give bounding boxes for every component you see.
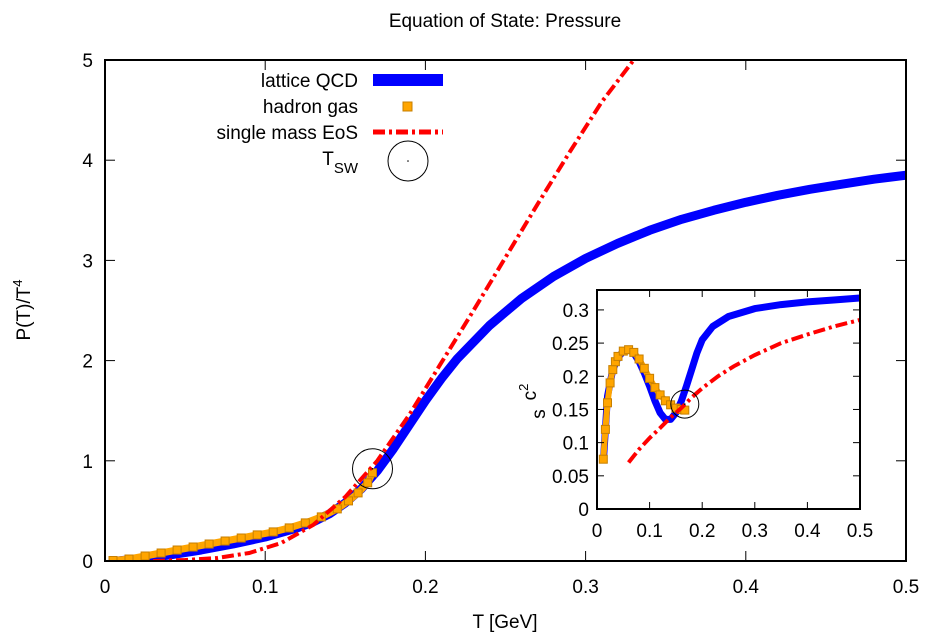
legend-swatch-lattice-qcd bbox=[373, 74, 443, 86]
legend-swatch-hadron-gas bbox=[402, 101, 413, 112]
inset-hadron-gas-point bbox=[608, 365, 618, 375]
main-plot-frame bbox=[104, 59, 907, 562]
main-hadron-gas-point bbox=[220, 536, 230, 546]
inset-y-tick-label: 0.25 bbox=[552, 334, 589, 355]
main-hadron-gas-point bbox=[188, 542, 198, 552]
legend-label-1: hadron gas bbox=[263, 97, 358, 118]
main-y-tick-label: 4 bbox=[82, 151, 93, 172]
main-x-tick-label: 0.3 bbox=[572, 577, 598, 598]
inset-hadron-gas-point bbox=[605, 378, 615, 388]
main-y-tick-label: 0 bbox=[82, 552, 93, 573]
main-hadron-gas-point bbox=[156, 548, 166, 558]
inset-y-axis-label-sub: s bbox=[529, 409, 550, 419]
inset-hadron-gas-point bbox=[629, 347, 639, 357]
y-axis-label-text: P(T)/T bbox=[14, 286, 35, 340]
legend-label-0: lattice QCD bbox=[261, 71, 358, 92]
main-hadron-gas-point bbox=[236, 533, 246, 543]
legend-label-2: single mass EoS bbox=[216, 123, 358, 144]
main-y-tick-label: 5 bbox=[82, 51, 93, 72]
main-hadron-gas-point bbox=[344, 496, 353, 506]
main-hadron-gas-point bbox=[172, 545, 182, 555]
main-x-tick-label: 0.4 bbox=[733, 577, 760, 598]
main-plot-series bbox=[108, 60, 906, 561]
main-hadron-gas-point bbox=[363, 478, 373, 488]
inset-x-tick-label: 0.1 bbox=[636, 521, 662, 542]
main-x-tick-label: 0 bbox=[100, 577, 111, 598]
main-series-single-mass-eos-line bbox=[153, 60, 636, 561]
y-axis-label-sup: 4 bbox=[10, 279, 25, 286]
inset-hadron-gas-point bbox=[634, 354, 644, 364]
main-y-tick-label: 1 bbox=[82, 452, 93, 473]
inset-x-tick-label: 0.3 bbox=[742, 521, 768, 542]
main-hadron-gas-point bbox=[353, 488, 363, 498]
main-x-tick-label: 0.2 bbox=[412, 577, 438, 598]
legend-swatch-t-sw bbox=[387, 140, 429, 182]
main-hadron-gas-point bbox=[252, 530, 262, 540]
inset-t-sw-marker bbox=[670, 389, 700, 419]
main-y-tick-label: 2 bbox=[82, 352, 93, 373]
main-x-tick-label: 0.1 bbox=[252, 577, 278, 598]
inset-y-tick-label: 0.05 bbox=[552, 467, 589, 488]
inset-hadron-gas-point bbox=[603, 398, 612, 408]
inset-x-tick-label: 0.2 bbox=[689, 521, 715, 542]
inset-hadron-gas-point bbox=[598, 454, 608, 464]
inset-hadron-gas-point bbox=[600, 424, 610, 434]
inset-y-axis-label: c2 bbox=[516, 384, 541, 401]
inset-axes: 0 0.1 0.2 0.3 0.4 0.5 0 0.05 0.1 0.15 0.2 0.25 0.3 bbox=[552, 290, 873, 542]
inset-y-tick-label: 0.1 bbox=[563, 434, 589, 455]
inset-y-tick-label: 0.15 bbox=[552, 400, 589, 421]
inset-y-tick-label: 0.2 bbox=[563, 367, 589, 388]
inset-hadron-gas-point bbox=[645, 373, 655, 383]
y-axis-label: P(T)/T4 bbox=[10, 279, 35, 340]
main-hadron-gas-point bbox=[284, 523, 294, 533]
inset-plot-series bbox=[598, 294, 860, 464]
main-series-hadron-gas-band bbox=[112, 471, 376, 561]
inset-plot-frame bbox=[596, 289, 861, 510]
inset-x-tick-label: 0.4 bbox=[794, 521, 821, 542]
main-series-lattice-qcd-line bbox=[117, 170, 906, 561]
inset-x-tick-label: 0 bbox=[592, 521, 603, 542]
chart-title: Equation of State: Pressure bbox=[389, 11, 621, 32]
x-axis-label: T [GeV] bbox=[472, 612, 537, 633]
inset-series-single-mass-eos-line bbox=[627, 317, 860, 464]
legend: lattice QCD hadron gas single mass EoS TSW bbox=[216, 71, 443, 182]
main-y-tick-label: 3 bbox=[82, 251, 93, 272]
main-x-tick-label: 0.5 bbox=[893, 577, 919, 598]
inset-hadron-gas-point bbox=[655, 390, 665, 400]
main-hadron-gas-point bbox=[140, 551, 150, 561]
main-hadron-gas-point bbox=[300, 518, 310, 528]
inset-hadron-gas-point bbox=[639, 363, 649, 373]
inset-background bbox=[597, 290, 860, 509]
legend-swatch-t-sw-center bbox=[407, 160, 409, 162]
main-hadron-gas-point bbox=[124, 554, 134, 561]
main-t-sw-marker bbox=[352, 448, 393, 490]
inset-y-tick-label: 0 bbox=[578, 500, 589, 521]
inset-hadron-gas-point bbox=[650, 383, 660, 393]
main-hadron-gas-point bbox=[368, 468, 377, 478]
inset-t-sw-center bbox=[684, 403, 686, 405]
main-hadron-gas-point bbox=[268, 527, 278, 537]
inset-x-tick-label: 0.5 bbox=[847, 521, 873, 542]
inset-hadron-gas-point bbox=[613, 351, 623, 361]
inset-y-axis-label-sup: 2 bbox=[516, 384, 531, 391]
inset-y-tick-label: 0.3 bbox=[563, 301, 589, 322]
main-t-sw-center bbox=[371, 468, 374, 470]
main-axes: 0 0.1 0.2 0.3 0.4 0.5 0 1 2 3 4 5 bbox=[82, 51, 919, 598]
main-hadron-gas-point bbox=[204, 539, 214, 549]
inset-y-axis-label-text: c bbox=[520, 391, 541, 401]
legend-label-3: TSW bbox=[322, 149, 359, 177]
